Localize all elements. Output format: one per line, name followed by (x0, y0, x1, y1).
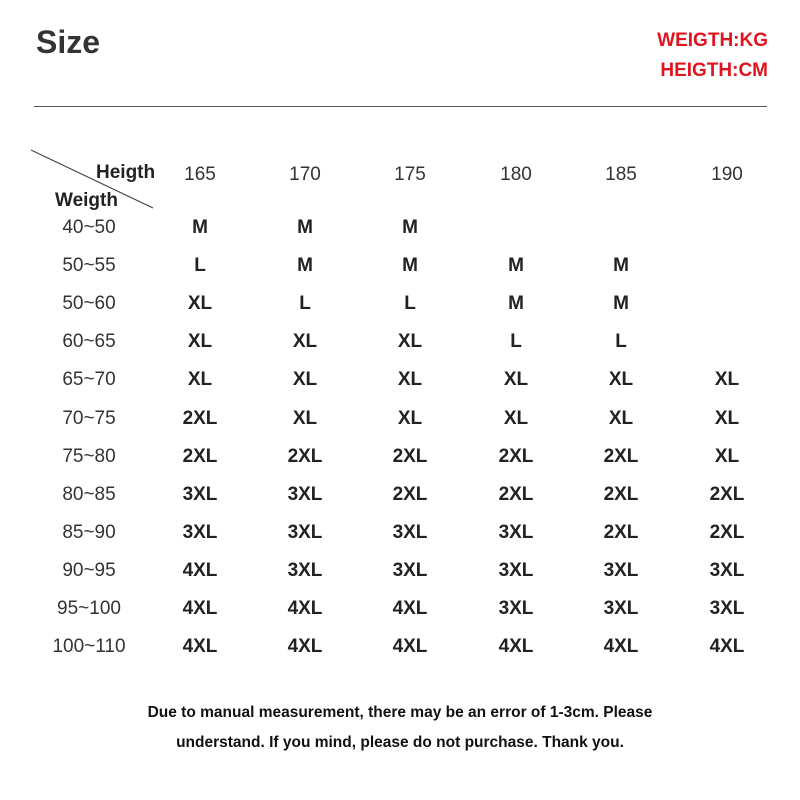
size-cell: 4XL (287, 598, 323, 619)
size-cell: M (508, 293, 524, 315)
weight-row-label: 80~85 (62, 483, 116, 505)
size-cell: 2XL (182, 407, 218, 429)
divider (34, 106, 767, 107)
size-cell: 2XL (392, 483, 428, 505)
size-cell: L (299, 293, 311, 315)
size-cell: 3XL (603, 598, 639, 619)
size-cell: 3XL (287, 521, 323, 543)
size-cell: 2XL (603, 521, 639, 543)
size-cell: 4XL (498, 636, 534, 658)
height-unit: HEIGTH:CM (660, 60, 768, 81)
size-cell: 4XL (182, 559, 218, 581)
size-cell: 4XL (182, 598, 218, 619)
size-cell: XL (714, 407, 740, 429)
weight-row-label: 85~90 (62, 521, 116, 543)
size-cell: 2XL (498, 445, 534, 467)
size-cell: 4XL (287, 636, 323, 658)
size-cell: 2XL (182, 445, 218, 467)
size-cell: XL (503, 369, 529, 391)
height-header: 175 (394, 164, 426, 185)
size-cell: M (297, 255, 313, 277)
size-cell: 2XL (603, 445, 639, 467)
size-cell: XL (608, 369, 634, 391)
size-cell: 3XL (392, 521, 428, 543)
size-cell: XL (292, 407, 318, 429)
size-cell: XL (397, 407, 423, 429)
height-header: 190 (711, 164, 743, 185)
size-cell: 4XL (392, 598, 428, 619)
size-cell: 3XL (498, 521, 534, 543)
weight-row-label: 90~95 (62, 559, 116, 581)
size-cell: XL (714, 369, 740, 391)
weight-row-label: 50~55 (62, 255, 116, 277)
size-cell: XL (187, 331, 213, 353)
size-cell: 4XL (392, 636, 428, 658)
size-cell: 3XL (182, 521, 218, 543)
size-cell: 3XL (709, 559, 745, 581)
size-cell: XL (714, 445, 740, 467)
size-cell: 2XL (392, 445, 428, 467)
size-cell: M (508, 255, 524, 277)
height-header: 165 (184, 164, 216, 185)
size-cell: 2XL (709, 521, 745, 543)
size-cell: M (297, 217, 313, 238)
size-cell: 3XL (498, 598, 534, 619)
weight-row-label: 60~65 (62, 331, 116, 353)
size-cell: 4XL (182, 636, 218, 658)
size-cell: L (615, 331, 627, 353)
size-cell: XL (397, 331, 423, 353)
weight-row-label: 65~70 (62, 369, 116, 391)
size-cell: XL (503, 407, 529, 429)
size-cell: 2XL (603, 483, 639, 505)
weight-row-label: 50~60 (62, 293, 116, 315)
size-cell: L (404, 293, 416, 315)
weight-unit: WEIGTH:KG (657, 30, 768, 51)
size-cell: M (402, 255, 418, 277)
units-legend: WEIGTH:KG HEIGTH:CM (657, 26, 768, 86)
page-title: Size (36, 24, 101, 60)
size-cell: XL (187, 293, 213, 315)
height-header: 170 (289, 164, 321, 185)
weight-row-label: 40~50 (62, 217, 116, 238)
note-line-2: understand. If you mind, please do not p… (176, 734, 624, 751)
size-cell: XL (397, 369, 423, 391)
size-cell: 3XL (392, 559, 428, 581)
size-cell: 3XL (709, 598, 745, 619)
size-cell: L (510, 331, 522, 353)
size-cell: XL (187, 369, 213, 391)
size-cell: 3XL (498, 559, 534, 581)
size-cell: 4XL (709, 636, 745, 658)
size-cell: L (194, 255, 206, 277)
size-cell: 2XL (709, 483, 745, 505)
size-cell: 3XL (287, 559, 323, 581)
size-cell: XL (608, 407, 634, 429)
size-cell: 2XL (287, 445, 323, 467)
weight-header-label: Weigth (55, 190, 118, 211)
weight-row-label: 75~80 (62, 445, 116, 467)
size-cell: M (402, 217, 418, 238)
height-header: 185 (605, 164, 637, 185)
size-cell: 3XL (182, 483, 218, 505)
size-cell: 3XL (287, 483, 323, 505)
size-cell: 3XL (603, 559, 639, 581)
size-cell: M (613, 293, 629, 315)
weight-row-label: 100~110 (52, 636, 126, 658)
height-header-label: Heigth (96, 162, 156, 183)
weight-row-label: 95~100 (57, 598, 121, 619)
size-cell: M (613, 255, 629, 277)
note-line-1: Due to manual measurement, there may be … (147, 704, 653, 721)
height-header: 180 (500, 164, 532, 185)
weight-row-label: 70~75 (62, 407, 116, 429)
size-cell: XL (292, 369, 318, 391)
size-cell: 4XL (603, 636, 639, 658)
size-cell: M (192, 217, 208, 238)
size-cell: XL (292, 331, 318, 353)
size-cell: 2XL (498, 483, 534, 505)
